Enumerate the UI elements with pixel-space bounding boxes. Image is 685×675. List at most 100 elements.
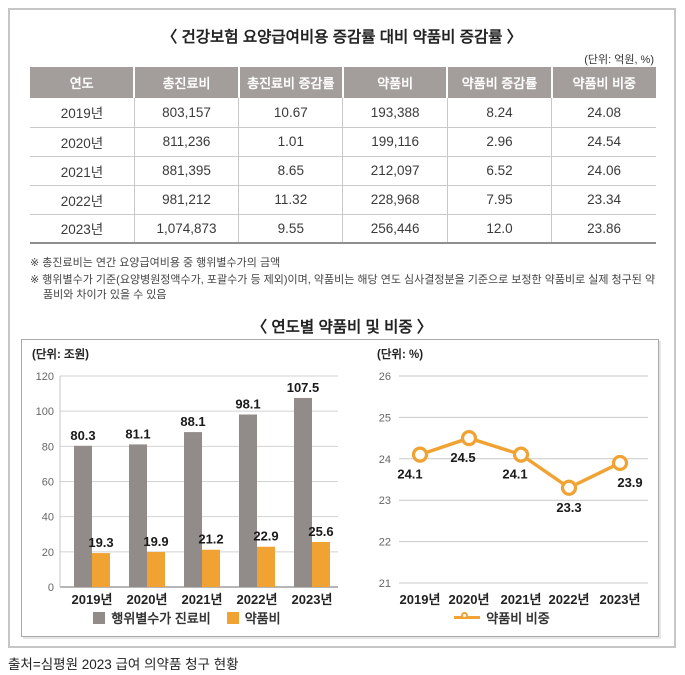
- bar-value-label: 19.9: [143, 534, 168, 549]
- y-tick-label: 120: [36, 371, 54, 383]
- table-cell: 193,388: [342, 98, 448, 128]
- y-tick-label: 20: [42, 547, 54, 559]
- bar-total-care: [239, 414, 257, 587]
- column-header: 약품비 비중: [551, 67, 656, 98]
- data-point-marker: [611, 454, 629, 472]
- y-tick-label: 40: [42, 512, 54, 524]
- bar-total-care: [184, 432, 202, 587]
- x-tick-label: 2023년: [600, 592, 641, 607]
- line-marker-icon: [454, 611, 481, 624]
- table-cell: 9.55: [238, 213, 344, 244]
- table-row: 2021년 881,395 8.65 212,097 6.52 24.06: [30, 155, 656, 186]
- column-header: 연도: [30, 67, 136, 98]
- bar-value-label: 19.3: [88, 535, 113, 550]
- report-frame: 〈 건강보험 요양급여비용 증감률 대비 약품비 증감률 〉 (단위: 억원, …: [8, 8, 676, 648]
- table-cell: 24.54: [551, 126, 656, 157]
- orange-square-icon: [226, 611, 239, 624]
- chart-panel: 0 20 40 60 80 100 120 80.3 19.3 2019년 81.1 19.9 2020…: [21, 339, 659, 637]
- y-tick-label: 80: [42, 441, 54, 453]
- table-cell: 2021년: [30, 155, 135, 186]
- footnote: ※ 행위별수가 기준(요양병원정액수가, 포괄수가 등 제외)이며, 약품비는 …: [30, 274, 656, 301]
- bar-value-label: 98.1: [235, 397, 260, 412]
- bar-value-label: 81.1: [125, 426, 150, 441]
- bar-drug-cost: [312, 541, 330, 587]
- gray-square-icon: [93, 611, 106, 624]
- legend-label: 약품비: [244, 611, 281, 626]
- table-cell: 2020년: [30, 126, 135, 157]
- bar-drug-cost: [257, 546, 275, 587]
- x-tick-label: 2020년: [127, 592, 168, 607]
- table-cell: 212,097: [342, 155, 448, 186]
- table-cell: 12.0: [446, 213, 553, 244]
- bar-total-care: [294, 397, 312, 587]
- table-cell: 10.67: [238, 98, 344, 128]
- table-cell: 2022년: [30, 184, 135, 215]
- circle-marker-icon: [461, 611, 469, 619]
- table-cell: 6.52: [446, 155, 553, 186]
- bar-value-label: 22.9: [253, 529, 278, 544]
- column-header: 총진료비: [134, 67, 240, 98]
- column-header: 약품비 증감률: [447, 67, 553, 98]
- y-tick-label: 0: [48, 582, 54, 594]
- x-tick-label: 2019년: [400, 592, 441, 607]
- data-point-marker: [560, 479, 578, 496]
- x-tick-label: 2021년: [182, 592, 223, 607]
- point-value-label: 23.9: [617, 475, 642, 490]
- table-cell: 981,212: [133, 184, 240, 215]
- bar-chart-unit-label: (단위: 조원): [32, 347, 89, 361]
- y-tick-label: 25: [379, 412, 391, 424]
- bar-total-care: [74, 445, 92, 587]
- y-tick-label: 100: [36, 406, 54, 418]
- chart-section-title: 〈 연도별 약품비 및 비중 〉: [251, 319, 433, 336]
- x-tick-label: 2019년: [72, 592, 113, 607]
- table-cell: 11.32: [238, 184, 344, 215]
- data-point-marker: [411, 446, 429, 463]
- table-cell: 256,446: [342, 213, 448, 244]
- bar-chart-legend: 행위별수가 진료비 약품비: [22, 608, 352, 627]
- point-value-label: 24.1: [502, 467, 527, 482]
- bar-value-label: 80.3: [70, 428, 95, 443]
- x-tick-label: 2023년: [292, 592, 333, 607]
- x-tick-label: 2020년: [449, 592, 490, 607]
- bar-total-care: [129, 444, 147, 587]
- table-cell: 7.95: [446, 184, 553, 215]
- table-body: 2019년 803,157 10.67 193,388 8.24 24.08 2020년 81…: [30, 98, 656, 244]
- point-value-label: 24.5: [450, 450, 475, 465]
- table-cell: 23.34: [551, 184, 656, 215]
- bar-value-label: 88.1: [180, 414, 205, 429]
- data-point-marker: [460, 429, 478, 447]
- table-cell: 199,116: [342, 126, 448, 157]
- column-header: 약품비: [342, 67, 449, 98]
- point-value-label: 23.3: [556, 500, 581, 515]
- x-tick-label: 2022년: [237, 592, 278, 607]
- bar-value-label: 25.6: [308, 524, 333, 539]
- table-cell: 2023년: [30, 213, 135, 244]
- table-cell: 1,074,873: [133, 213, 240, 244]
- table-cell: 803,157: [133, 98, 240, 128]
- y-tick-label: 24: [379, 454, 391, 466]
- line-chart-legend: 약품비 비중: [352, 608, 652, 627]
- x-tick-label: 2021년: [501, 592, 542, 607]
- table-cell: 24.08: [551, 98, 656, 128]
- table-cell: 8.65: [238, 155, 344, 186]
- x-tick-label: 2022년: [549, 592, 590, 607]
- bar-drug-cost: [147, 552, 165, 587]
- legend-label: 행위별수가 진료비: [111, 611, 211, 626]
- charts-canvas: 0 20 40 60 80 100 120 80.3 19.3 2019년 81.1 19.9 2020…: [32, 347, 648, 607]
- bar-value-label: 107.5: [287, 380, 320, 395]
- y-tick-label: 60: [42, 477, 54, 489]
- table-cell: 8.24: [446, 98, 553, 128]
- point-value-label: 24.1: [397, 467, 422, 482]
- table-cell: 881,395: [133, 155, 240, 186]
- legend-item: 약품비: [226, 608, 281, 627]
- table-row: 2019년 803,157 10.67 193,388 8.24 24.08: [30, 98, 656, 128]
- data-point-marker: [512, 446, 530, 463]
- legend-label: 약품비 비중: [486, 611, 550, 626]
- table-title: 〈 건강보험 요양급여비용 증감률 대비 약품비 증감률 〉: [161, 29, 523, 46]
- y-tick-label: 26: [379, 371, 391, 383]
- footnote: ※ 총진료비는 연간 요양급여비용 중 행위별수가의 금액: [30, 257, 281, 269]
- y-tick-label: 21: [379, 578, 391, 590]
- bar-value-label: 21.2: [198, 532, 223, 547]
- bar-drug-cost: [92, 553, 110, 587]
- table-cell: 1.01: [238, 126, 344, 157]
